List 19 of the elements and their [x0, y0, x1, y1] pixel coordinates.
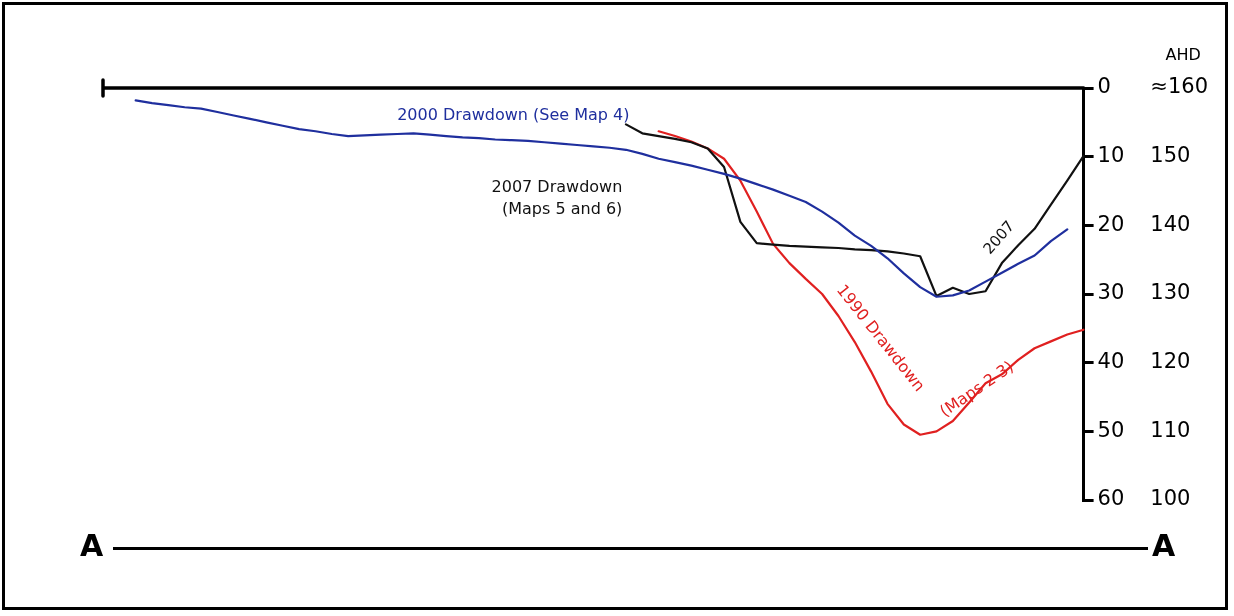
y-tick-label: 40 — [1097, 349, 1125, 374]
y-tick-label: 50 — [1097, 417, 1125, 442]
y2-tick-label: 100 — [1150, 486, 1191, 511]
y-tick-label: 10 — [1097, 143, 1125, 168]
text: 2007 Drawdown (Maps 5 and 6) — [491, 177, 623, 219]
text: A — [80, 528, 104, 563]
y2-tick-label: 120 — [1150, 349, 1191, 374]
y-tick-label: 20 — [1097, 211, 1125, 236]
y-tick-label: 0 — [1097, 74, 1111, 99]
y2-tick-label: ≈160 — [1150, 74, 1209, 99]
y2-tick-label: 150 — [1150, 143, 1191, 168]
y2-tick-label: 110 — [1150, 417, 1191, 442]
y2-tick-label: 130 — [1150, 280, 1191, 305]
y2-tick-label: 140 — [1150, 211, 1191, 236]
y-tick-label: 30 — [1097, 280, 1125, 305]
text: A — [1152, 528, 1176, 563]
y2-axis-title: AHD — [1165, 45, 1201, 64]
y-tick-label: 60 — [1097, 486, 1125, 511]
series-label: 2000 Drawdown (See Map 4) — [397, 105, 630, 125]
